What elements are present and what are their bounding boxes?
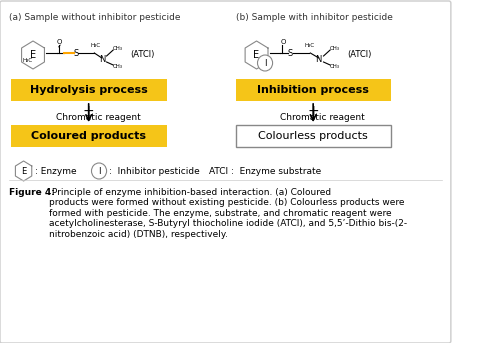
Text: Hydrolysis process: Hydrolysis process [30,85,148,95]
Text: E: E [21,166,26,176]
Text: (ATCl): (ATCl) [130,50,155,59]
FancyBboxPatch shape [11,79,167,101]
Text: : Enzyme: : Enzyme [35,166,77,176]
Text: E: E [253,50,260,60]
Polygon shape [245,41,268,69]
Text: CH₃: CH₃ [113,46,123,50]
FancyBboxPatch shape [0,1,451,343]
Text: Chromatic reagent: Chromatic reagent [56,114,140,122]
Circle shape [258,55,273,71]
Text: +: + [83,104,94,118]
Text: I: I [264,59,266,68]
Text: Coloured products: Coloured products [31,131,146,141]
Text: O: O [57,39,62,45]
Text: Chromatic reagent: Chromatic reagent [280,114,365,122]
Text: +: + [308,104,319,118]
Text: O: O [280,39,285,45]
Text: CH₃: CH₃ [330,46,340,50]
FancyBboxPatch shape [11,125,167,147]
Text: (ATCl): (ATCl) [347,50,372,59]
FancyBboxPatch shape [236,79,391,101]
Polygon shape [22,41,45,69]
Text: I: I [98,166,100,176]
Text: Figure 4:: Figure 4: [10,188,55,197]
Text: N: N [99,56,105,64]
Text: E: E [30,50,36,60]
Text: N: N [316,56,322,64]
Text: ATCl :  Enzyme substrate: ATCl : Enzyme substrate [209,166,321,176]
Text: H₃C: H₃C [23,58,33,62]
Text: Principle of enzyme inhibition-based interaction. (a) Coloured
products were for: Principle of enzyme inhibition-based int… [49,188,407,239]
FancyBboxPatch shape [236,125,391,147]
Text: :  Inhibitor pesticide: : Inhibitor pesticide [109,166,200,176]
Text: S: S [288,48,293,58]
Text: (a) Sample without inhibitor pesticide: (a) Sample without inhibitor pesticide [10,13,181,22]
Text: H₃C: H₃C [304,43,314,48]
Text: S: S [74,48,79,58]
Text: CH₃: CH₃ [330,63,340,69]
Text: Colourless products: Colourless products [258,131,368,141]
Text: (b) Sample with inhibitor pesticide: (b) Sample with inhibitor pesticide [236,13,393,22]
Circle shape [91,163,107,179]
Text: H₃C: H₃C [90,43,100,48]
Text: Inhibition process: Inhibition process [257,85,369,95]
Polygon shape [15,161,32,181]
Text: CH₃: CH₃ [113,63,123,69]
